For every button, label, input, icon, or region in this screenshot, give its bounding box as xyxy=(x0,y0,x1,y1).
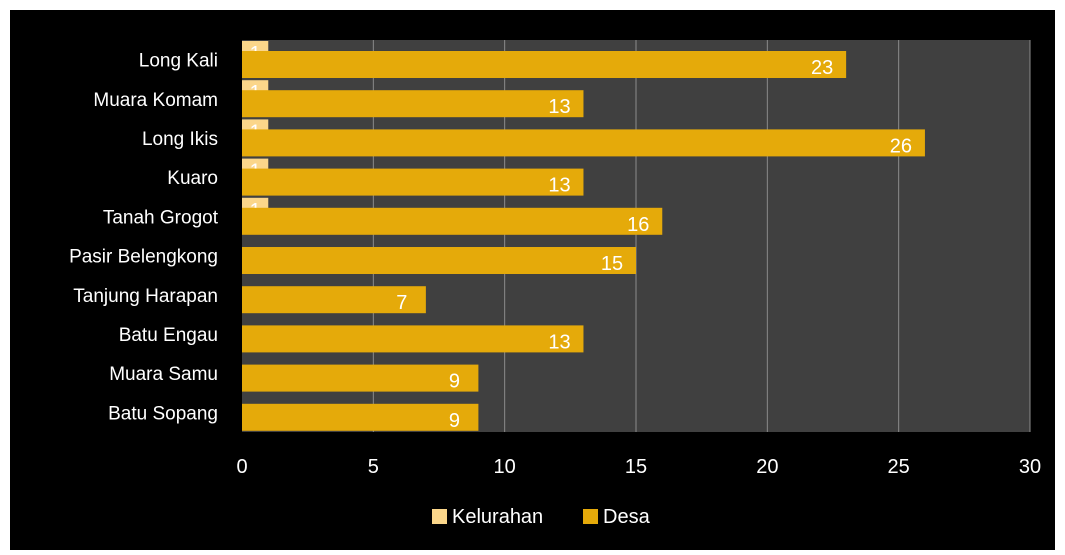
bar-desa xyxy=(242,207,663,235)
horizontal-bar-chart: Long Kali123Muara Komam113Long Ikis126Ku… xyxy=(69,40,1041,528)
category-label: Tanah Grogot xyxy=(103,207,219,228)
bar-desa xyxy=(242,247,636,274)
x-tick-label: 20 xyxy=(756,456,778,478)
value-label-desa: 13 xyxy=(548,96,570,118)
x-tick-label: 10 xyxy=(494,456,516,478)
x-tick-label: 5 xyxy=(368,456,379,478)
bar-desa xyxy=(242,168,584,196)
legend-swatch-desa xyxy=(583,509,598,524)
x-tick-label: 25 xyxy=(888,456,910,478)
category-label: Tanjung Harapan xyxy=(73,286,218,307)
category-label: Pasir Belengkong xyxy=(69,247,218,268)
value-label-desa: 9 xyxy=(449,371,460,393)
value-label-desa: 16 xyxy=(627,214,649,236)
chart-frame: Long Kali123Muara Komam113Long Ikis126Ku… xyxy=(10,10,1055,550)
bar-desa xyxy=(242,364,479,392)
category-label: Long Kali xyxy=(139,51,218,72)
bar-desa xyxy=(242,129,925,157)
category-label: Muara Samu xyxy=(109,364,218,385)
bar-desa xyxy=(242,90,584,118)
category-label: Long Ikis xyxy=(142,129,218,150)
value-label-desa: 26 xyxy=(890,135,912,157)
bar-desa xyxy=(242,403,479,431)
legend-label-kelurahan: Kelurahan xyxy=(452,506,543,528)
bar-desa xyxy=(242,51,847,78)
category-label: Batu Sopang xyxy=(108,403,218,424)
category-label: Muara Komam xyxy=(93,90,218,111)
x-tick-label: 30 xyxy=(1019,456,1041,478)
value-label-desa: 13 xyxy=(548,175,570,197)
bar-desa xyxy=(242,286,426,314)
bar-desa xyxy=(242,325,584,353)
value-label-desa: 7 xyxy=(396,292,407,314)
category-label: Kuaro xyxy=(167,168,218,189)
legend-label-desa: Desa xyxy=(603,506,651,528)
x-tick-label: 15 xyxy=(625,456,647,478)
value-label-desa: 15 xyxy=(601,253,623,275)
x-tick-label: 0 xyxy=(236,456,247,478)
category-label: Batu Engau xyxy=(119,325,218,346)
value-label-desa: 9 xyxy=(449,410,460,432)
value-label-desa: 23 xyxy=(811,57,833,79)
value-label-desa: 13 xyxy=(548,331,570,353)
legend-swatch-kelurahan xyxy=(432,509,447,524)
